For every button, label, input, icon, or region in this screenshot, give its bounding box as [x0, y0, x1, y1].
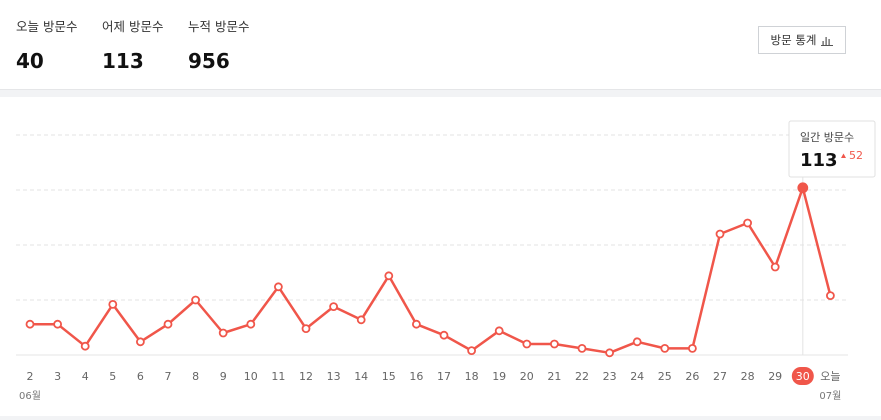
data-point — [494, 326, 504, 336]
x-tick-label: 16 — [409, 370, 423, 383]
data-point — [605, 348, 614, 358]
daily-visits-tooltip: 일간 방문수 113 52 — [788, 120, 876, 178]
data-point — [191, 295, 201, 305]
x-tick-label: 19 — [492, 370, 506, 383]
data-point — [770, 262, 780, 272]
x-tick-label: 7 — [165, 370, 172, 383]
data-point — [467, 346, 477, 356]
x-tick-label: 3 — [54, 370, 61, 383]
data-point — [329, 302, 339, 312]
data-point — [356, 315, 366, 325]
today-stat: 오늘 방문수 40 — [16, 16, 77, 73]
data-point — [439, 330, 449, 340]
data-point — [135, 337, 145, 347]
data-point — [743, 218, 752, 228]
data-point — [246, 319, 256, 329]
data-point — [660, 343, 670, 353]
data-point — [411, 319, 421, 329]
data-point — [632, 337, 642, 347]
x-tick-label: 9 — [220, 370, 227, 383]
x-tick-label: 27 — [713, 370, 727, 383]
daily-visits-chart-card: 2 3 4 5 6 7 8 9 10 11 12 13 14 15 16 17 18 19 20 21 22 23 24 25… — [0, 97, 881, 416]
data-point — [80, 341, 90, 351]
data-point — [273, 282, 283, 292]
x-tick-label: 25 — [658, 370, 672, 383]
month-label: 07월 — [819, 390, 841, 402]
data-point — [715, 229, 725, 239]
data-point — [163, 319, 173, 329]
data-point — [550, 339, 559, 349]
yesterday-stat: 어제 방문수 113 — [102, 16, 163, 73]
x-tick-label: 21 — [547, 370, 561, 383]
x-tick-label: 4 — [82, 370, 89, 383]
daily-visits-line — [30, 186, 832, 355]
x-tick-label: 15 — [382, 370, 396, 383]
bar-chart-icon — [821, 36, 834, 46]
x-tick-label: 2 — [27, 370, 34, 383]
total-stat: 누적 방문수 956 — [188, 16, 249, 73]
x-tick-label: 13 — [327, 370, 341, 383]
stats-summary: 오늘 방문수 40 어제 방문수 113 누적 방문수 956 방문 통계 — [0, 0, 881, 90]
data-point — [522, 339, 532, 349]
data-point — [826, 291, 835, 301]
x-tick-label: 11 — [271, 370, 285, 383]
x-tick-label: 오늘 — [820, 370, 840, 383]
visit-stats-button-label: 방문 통계 — [770, 33, 817, 47]
data-point — [301, 324, 311, 334]
data-point — [25, 319, 35, 329]
x-tick-label: 5 — [109, 370, 116, 383]
x-tick-label: 12 — [299, 370, 313, 383]
selected-day-badge — [791, 367, 814, 385]
tooltip-change: 52 — [849, 149, 863, 162]
visit-stats-button[interactable]: 방문 통계 — [758, 26, 846, 54]
data-point — [108, 299, 118, 309]
x-tick-label: 24 — [630, 370, 644, 383]
data-point — [384, 271, 394, 281]
data-point — [53, 319, 62, 329]
increase-arrow-icon — [841, 153, 846, 158]
tooltip-title: 일간 방문수 — [800, 130, 854, 144]
x-tick-label: 17 — [437, 370, 451, 383]
yesterday-value: 113 — [102, 49, 144, 73]
total-label: 누적 방문수 — [188, 19, 250, 34]
today-value: 40 — [16, 49, 44, 73]
total-value: 956 — [188, 49, 230, 73]
data-point — [688, 343, 697, 353]
yesterday-label: 어제 방문수 — [102, 19, 164, 34]
x-tick-label: 22 — [575, 370, 589, 383]
today-label: 오늘 방문수 — [16, 19, 78, 34]
x-tick-label: 18 — [465, 370, 479, 383]
x-tick-label: 26 — [685, 370, 699, 383]
x-tick-label: 8 — [192, 370, 199, 383]
x-tick-label: 10 — [244, 370, 258, 383]
x-tick-label: 28 — [741, 370, 755, 383]
month-label: 06월 — [19, 390, 41, 402]
daily-visits-chart: 2 3 4 5 6 7 8 9 10 11 12 13 14 15 16 17 18 19 20 21 22 23 24 25… — [16, 120, 876, 402]
data-point — [797, 182, 809, 194]
data-point — [577, 343, 587, 353]
data-point — [218, 328, 228, 338]
x-tick-label: 20 — [520, 370, 534, 383]
x-tick-label: 30 — [796, 370, 810, 383]
tooltip-value: 113 — [800, 150, 838, 171]
x-tick-label: 29 — [768, 370, 782, 383]
x-tick-label: 6 — [137, 370, 144, 383]
x-tick-label: 14 — [354, 370, 368, 383]
x-tick-label: 23 — [603, 370, 617, 383]
